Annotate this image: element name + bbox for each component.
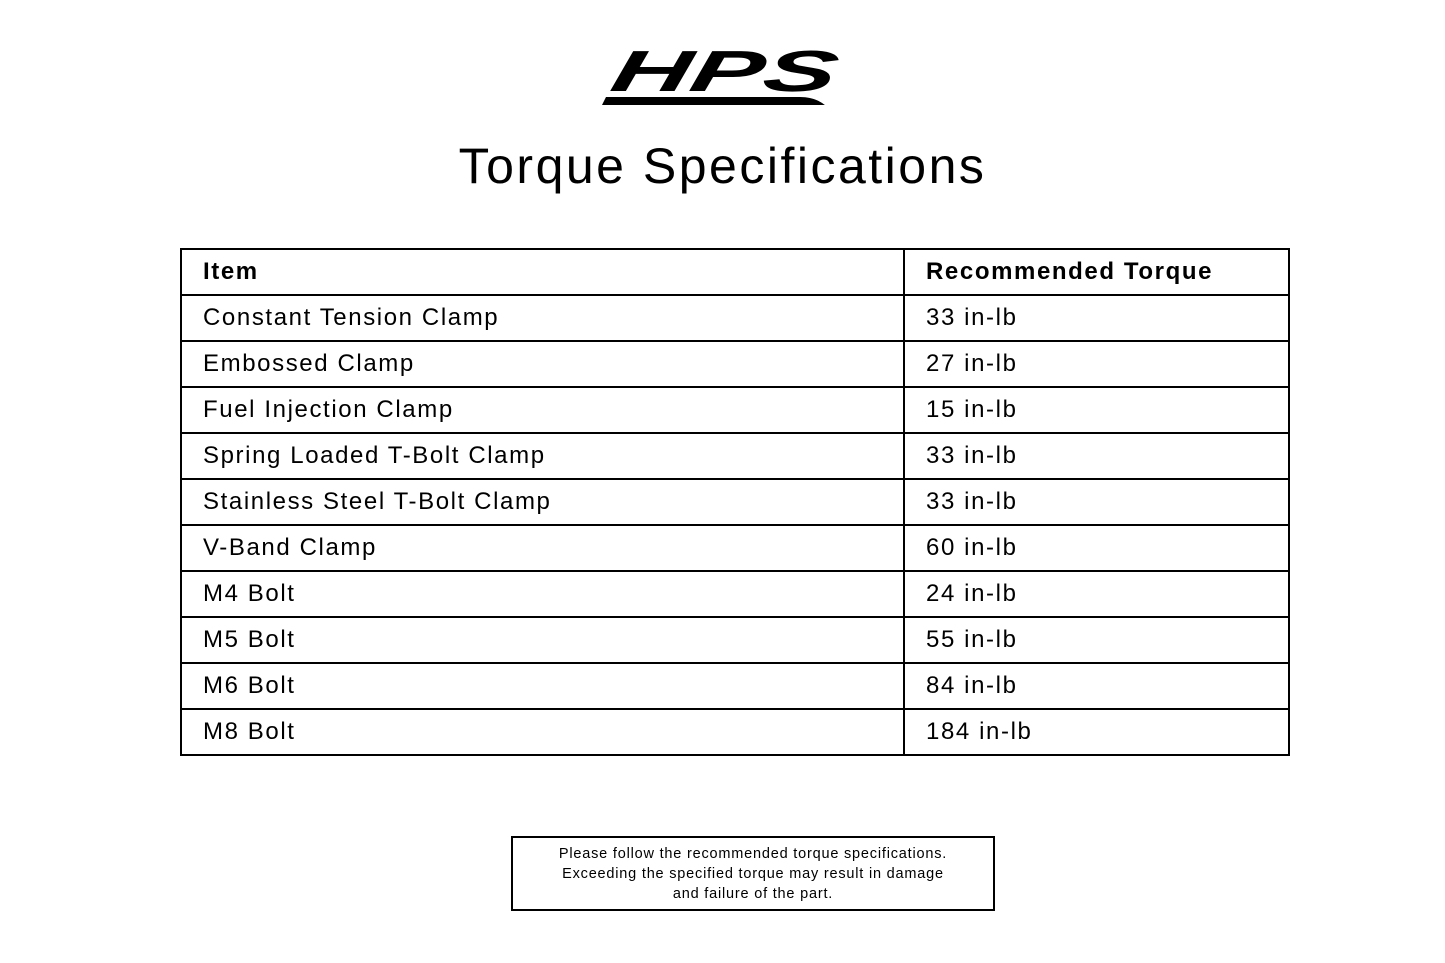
- table-row: M6 Bolt 84 in-lb: [180, 662, 1290, 710]
- torque-cell: 24 in-lb: [903, 570, 1290, 618]
- table-row: Constant Tension Clamp 33 in-lb: [180, 294, 1290, 342]
- header-item: Item: [180, 248, 905, 296]
- item-cell: Stainless Steel T-Bolt Clamp: [180, 478, 905, 526]
- header-torque: Recommended Torque: [903, 248, 1290, 296]
- svg-text:HPS: HPS: [605, 45, 844, 104]
- torque-table: Item Recommended Torque Constant Tension…: [180, 248, 1290, 756]
- torque-cell: 84 in-lb: [903, 662, 1290, 710]
- item-cell: M6 Bolt: [180, 662, 905, 710]
- torque-cell: 55 in-lb: [903, 616, 1290, 664]
- table-row: Stainless Steel T-Bolt Clamp 33 in-lb: [180, 478, 1290, 526]
- torque-cell: 33 in-lb: [903, 478, 1290, 526]
- note-line: and failure of the part.: [672, 886, 834, 902]
- item-cell: M4 Bolt: [180, 570, 905, 618]
- item-cell: Fuel Injection Clamp: [180, 386, 905, 434]
- torque-cell: 184 in-lb: [903, 708, 1290, 756]
- table-row: Fuel Injection Clamp 15 in-lb: [180, 386, 1290, 434]
- table-row: V-Band Clamp 60 in-lb: [180, 524, 1290, 572]
- table-header-row: Item Recommended Torque: [180, 248, 1290, 296]
- table-row: M8 Bolt 184 in-lb: [180, 708, 1290, 756]
- page-title: Torque Specifications: [458, 138, 987, 194]
- table-row: M4 Bolt 24 in-lb: [180, 570, 1290, 618]
- table-row: M5 Bolt 55 in-lb: [180, 616, 1290, 664]
- item-cell: V-Band Clamp: [180, 524, 905, 572]
- note-line: Please follow the recommended torque spe…: [558, 846, 948, 862]
- item-cell: M8 Bolt: [180, 708, 905, 756]
- table-row: Spring Loaded T-Bolt Clamp 33 in-lb: [180, 432, 1290, 480]
- hps-logo: HPS: [602, 45, 844, 105]
- torque-cell: 33 in-lb: [903, 294, 1290, 342]
- item-cell: M5 Bolt: [180, 616, 905, 664]
- torque-cell: 33 in-lb: [903, 432, 1290, 480]
- item-cell: Constant Tension Clamp: [180, 294, 905, 342]
- torque-cell: 27 in-lb: [903, 340, 1290, 388]
- item-cell: Embossed Clamp: [180, 340, 905, 388]
- warning-note: Please follow the recommended torque spe…: [511, 836, 995, 911]
- table-row: Embossed Clamp 27 in-lb: [180, 340, 1290, 388]
- note-line: Exceeding the specified torque may resul…: [562, 866, 944, 882]
- item-cell: Spring Loaded T-Bolt Clamp: [180, 432, 905, 480]
- torque-cell: 15 in-lb: [903, 386, 1290, 434]
- torque-cell: 60 in-lb: [903, 524, 1290, 572]
